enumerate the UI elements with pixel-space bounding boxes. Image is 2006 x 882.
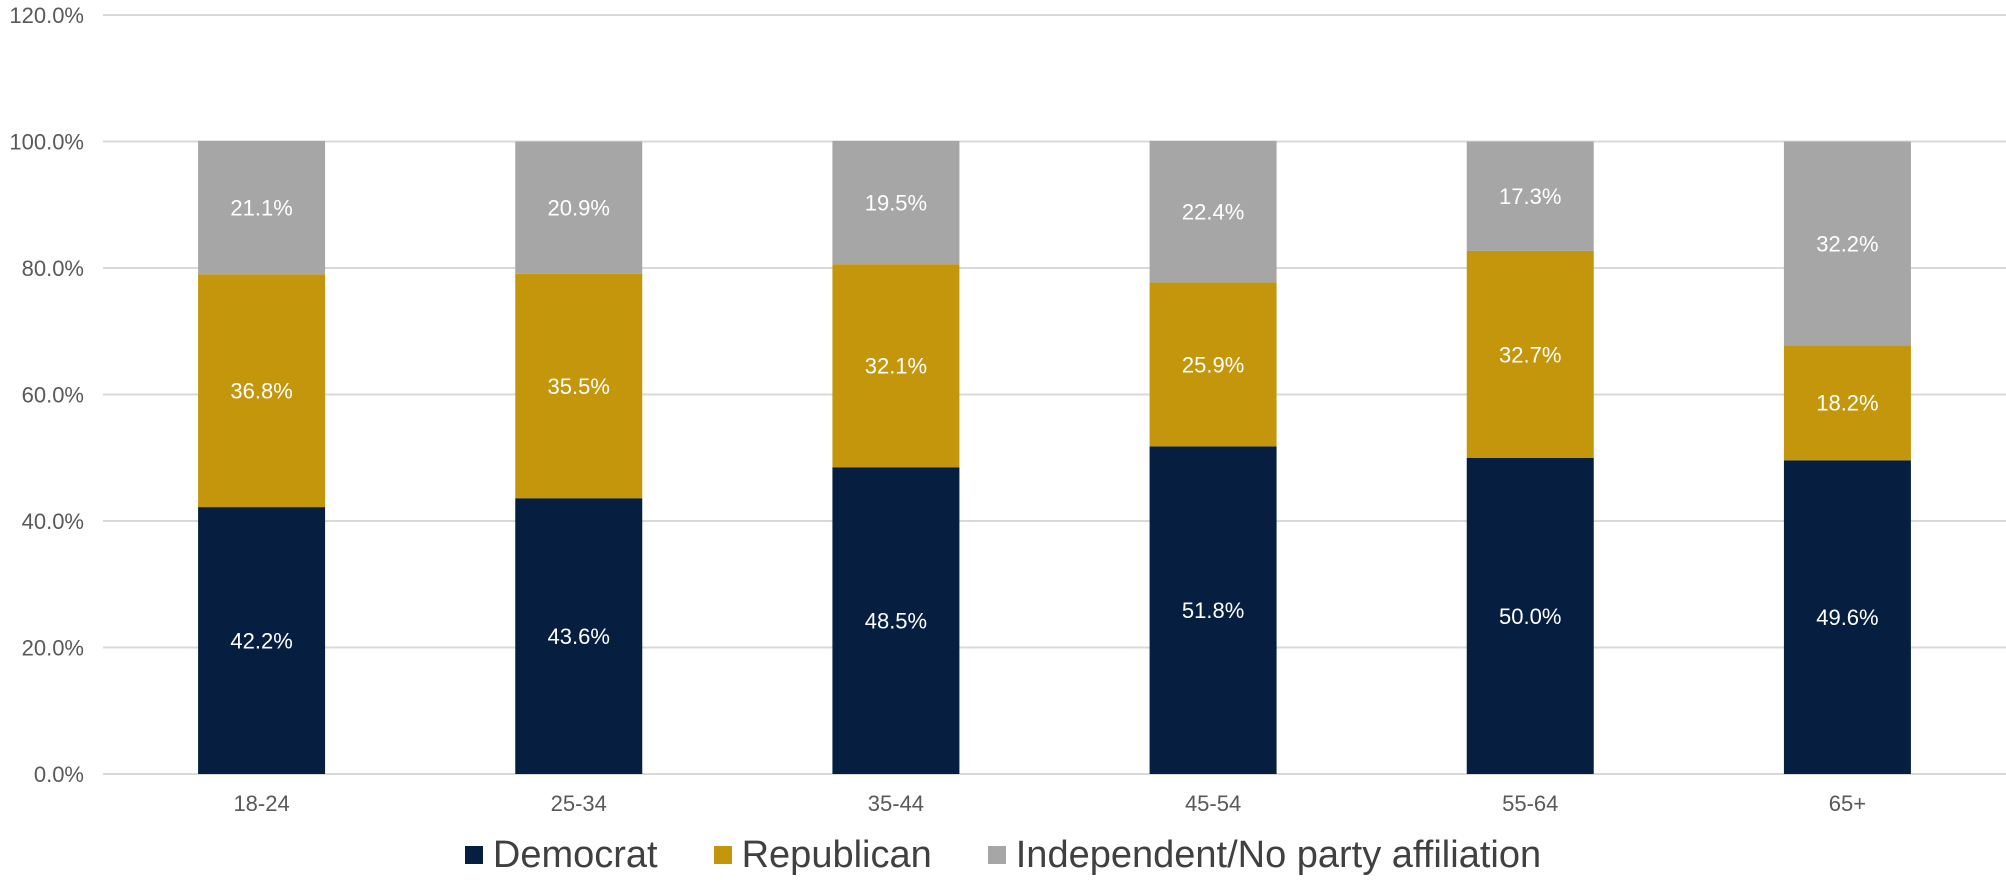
data-label: 49.6% bbox=[1816, 605, 1878, 630]
bar-segment bbox=[515, 498, 643, 774]
legend-swatch bbox=[987, 846, 1006, 864]
data-label: 43.6% bbox=[548, 624, 610, 649]
legend-swatch bbox=[713, 846, 732, 864]
legend-label: Independent/No party affiliation bbox=[1015, 834, 1542, 876]
data-label: 18.2% bbox=[1816, 391, 1878, 416]
bar-segment bbox=[198, 140, 326, 275]
data-label: 42.2% bbox=[230, 629, 292, 654]
x-tick-label: 25-34 bbox=[551, 791, 607, 816]
data-label: 36.8% bbox=[230, 379, 292, 404]
bar-segment bbox=[1149, 446, 1277, 774]
x-tick-label: 18-24 bbox=[233, 791, 289, 816]
bar-segment bbox=[832, 264, 960, 468]
data-label: 21.1% bbox=[230, 196, 292, 221]
data-label: 17.3% bbox=[1499, 184, 1561, 209]
x-tick-label: 35-44 bbox=[868, 791, 924, 816]
y-axis-tick-labels: 0.0% 20.0% 40.0% 60.0% 80.0% 100.0% 120.0% bbox=[9, 3, 84, 787]
bar-segment bbox=[832, 467, 960, 774]
data-label: 32.1% bbox=[865, 354, 927, 379]
y-tick-label: 20.0% bbox=[22, 636, 84, 661]
bars bbox=[198, 140, 1911, 774]
bar-segment bbox=[1783, 460, 1911, 774]
data-label: 48.5% bbox=[865, 609, 927, 634]
bar-segment bbox=[515, 141, 643, 274]
legend-item: Independent/No party affiliation bbox=[987, 834, 1542, 876]
x-axis-tick-labels: 18-24 25-34 35-44 45-54 55-64 65+ bbox=[233, 791, 1866, 816]
data-label: 32.2% bbox=[1816, 231, 1878, 256]
bar-segment bbox=[1466, 250, 1594, 458]
bar-segment bbox=[1466, 457, 1594, 774]
bar-segment bbox=[832, 140, 960, 265]
x-tick-label: 65+ bbox=[1829, 791, 1866, 816]
x-tick-label: 45-54 bbox=[1185, 791, 1241, 816]
legend: Democrat Republican Independent/No party a… bbox=[0, 832, 2006, 878]
y-tick-label: 80.0% bbox=[22, 256, 84, 281]
bar-segment bbox=[198, 274, 326, 508]
y-tick-label: 120.0% bbox=[9, 3, 84, 28]
legend-item: Democrat bbox=[464, 834, 658, 876]
bar-segment bbox=[1466, 141, 1594, 251]
data-label: 22.4% bbox=[1182, 200, 1244, 225]
data-label: 50.0% bbox=[1499, 604, 1561, 629]
data-label: 20.9% bbox=[548, 196, 610, 221]
bar-segment bbox=[1783, 141, 1911, 346]
legend-swatch bbox=[464, 846, 483, 864]
legend-label: Republican bbox=[741, 834, 932, 876]
y-tick-label: 40.0% bbox=[22, 509, 84, 534]
y-tick-label: 60.0% bbox=[22, 383, 84, 408]
gridlines bbox=[103, 14, 2006, 775]
y-tick-label: 100.0% bbox=[9, 130, 84, 155]
data-label: 19.5% bbox=[865, 191, 927, 216]
y-tick-label: 0.0% bbox=[34, 762, 84, 787]
legend-label: Democrat bbox=[492, 834, 658, 876]
data-label: 32.7% bbox=[1499, 342, 1561, 367]
x-tick-label: 55-64 bbox=[1502, 791, 1558, 816]
data-label: 25.9% bbox=[1182, 352, 1244, 377]
bar-segment bbox=[515, 273, 643, 499]
bar-segment bbox=[1783, 345, 1911, 461]
data-label: 35.5% bbox=[548, 374, 610, 399]
data-label: 51.8% bbox=[1182, 598, 1244, 623]
bar-segment bbox=[198, 507, 326, 774]
legend-item: Republican bbox=[713, 834, 932, 876]
bar-segment bbox=[1149, 282, 1277, 447]
data-labels: 42.2% 36.8% 21.1% 43.6% 35.5% 20.9% 48.5% 32.1%… bbox=[230, 184, 1878, 653]
bar-segment bbox=[1149, 140, 1277, 283]
